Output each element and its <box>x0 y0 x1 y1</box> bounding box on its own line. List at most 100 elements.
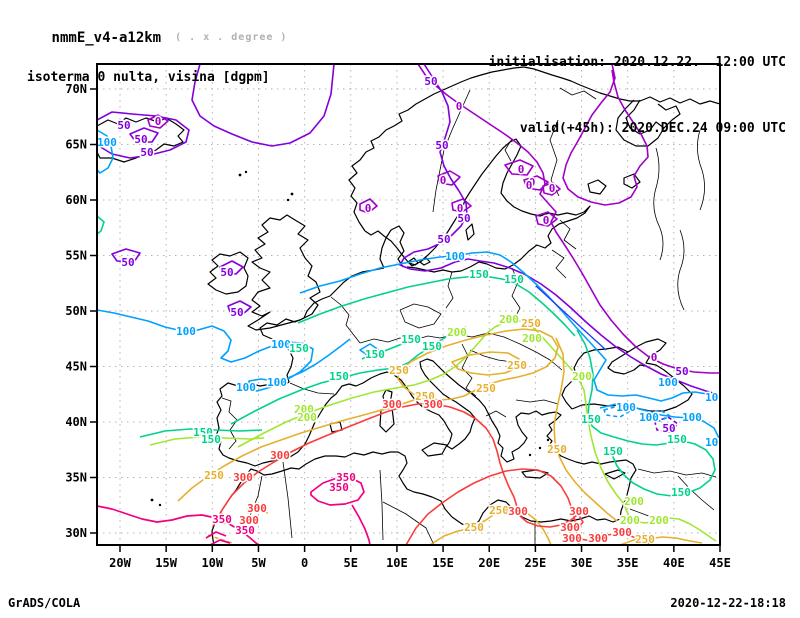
x-tick-label: 20W <box>109 556 131 570</box>
x-tick-label: 25E <box>525 556 547 570</box>
contour-label-350: 350 <box>235 524 255 537</box>
contour-label-150: 150 <box>667 433 687 446</box>
x-tick-label: 45E <box>709 556 731 570</box>
grads-credit: GrADS/COLA <box>8 596 81 610</box>
contour-level-350 <box>97 477 371 545</box>
y-tick-label: 50N <box>65 304 87 318</box>
contour-label-150: 150 <box>289 342 309 355</box>
contour-label-0: 0 <box>543 214 550 227</box>
contour-label-150: 150 <box>581 413 601 426</box>
x-tick-label: 15E <box>432 556 454 570</box>
contour-label-50: 50 <box>230 306 243 319</box>
contour-level-0 <box>147 64 720 374</box>
contour-label-100: 100 <box>176 325 196 338</box>
coast-kanin <box>657 103 681 129</box>
contour-label-0: 0 <box>457 202 464 215</box>
coast-britain <box>247 214 321 331</box>
contour-label-50: 50 <box>662 422 675 435</box>
contour-label-50: 50 <box>437 233 450 246</box>
x-tick-label: 30E <box>571 556 593 570</box>
contour-label-150: 150 <box>469 268 489 281</box>
contour-label-250: 250 <box>489 504 509 517</box>
coast-scandinavia-north <box>348 66 720 232</box>
contour-label-200: 200 <box>624 495 644 508</box>
contour-label-250: 250 <box>507 359 527 372</box>
contour-label-250: 250 <box>464 521 484 534</box>
contour-label-300: 300 <box>382 398 402 411</box>
contour-label-300: 300 <box>612 526 632 539</box>
y-tick-label: 55N <box>65 249 87 263</box>
contour-label-300: 300 <box>423 398 443 411</box>
contour-label-250: 250 <box>635 533 655 546</box>
x-tick-label: 35E <box>617 556 639 570</box>
contour-label-50: 50 <box>220 266 233 279</box>
contour-label-150: 150 <box>193 426 213 439</box>
x-tick-label: 40E <box>663 556 685 570</box>
header-left: nmmE_v4-a12km ( . x . degree ) isoterma 0… <box>13 8 287 123</box>
contour-label-250: 250 <box>521 317 541 330</box>
contour-level-50 <box>97 64 720 433</box>
contour-label-100: 100 <box>97 136 117 149</box>
contour-label-300: 300 <box>569 505 589 518</box>
contour-label-150: 150 <box>329 370 349 383</box>
contour-label-50: 50 <box>140 146 153 159</box>
contour-label-50: 50 <box>675 365 688 378</box>
coast-whitesea <box>615 99 665 147</box>
contour-label-100: 100 <box>271 338 291 351</box>
coastlines <box>97 66 720 545</box>
contour-label-100: 100 <box>616 401 636 414</box>
contour-label-300: 300 <box>560 521 580 534</box>
contour-label-300: 300 <box>247 502 267 515</box>
contour-label-250: 250 <box>415 390 435 403</box>
contour-label-150: 150 <box>422 340 442 353</box>
contour-label-200: 200 <box>649 514 669 527</box>
contour-label-100: 100 <box>705 391 725 404</box>
axis-tick-labels: 20W 15W 10W 5W 0 5E 10E 15E 20E 25E 30E 35E 40E 45E 30… <box>65 82 731 570</box>
contour-label-300: 300 <box>508 505 528 518</box>
contour-label-0: 0 <box>456 100 463 113</box>
contour-label-200: 200 <box>572 370 592 383</box>
contour-label-300: 300 <box>270 449 290 462</box>
coast-ireland <box>207 251 249 295</box>
contour-level-150 <box>97 215 716 497</box>
contour-label-0: 0 <box>651 351 658 364</box>
contour-label-300: 300 <box>233 471 253 484</box>
y-tick-label: 45N <box>65 360 87 374</box>
contour-label-0: 0 <box>549 182 556 195</box>
contour-label-150: 150 <box>671 486 691 499</box>
contour-label-50: 50 <box>117 119 130 132</box>
contour-label-150: 150 <box>603 445 623 458</box>
contour-label-150: 150 <box>401 333 421 346</box>
contour-label-300: 300 <box>562 532 582 545</box>
coast-baltic <box>364 138 591 273</box>
contour-label-50: 50 <box>134 133 147 146</box>
contour-label-200: 200 <box>297 411 317 424</box>
contour-label-150: 150 <box>504 273 524 286</box>
contour-bundle-overlay <box>535 285 607 351</box>
x-tick-label: 15W <box>155 556 177 570</box>
x-tick-label: 0 <box>301 556 308 570</box>
contour-label-300: 300 <box>239 514 259 527</box>
contour-label-350: 350 <box>329 481 349 494</box>
contour-label-150: 150 <box>201 433 221 446</box>
x-tick-label: 10E <box>386 556 408 570</box>
contour-label-100: 100 <box>705 436 725 449</box>
x-tick-label: 10W <box>201 556 223 570</box>
y-tick-label: 65N <box>65 138 87 152</box>
contour-label-0: 0 <box>365 202 372 215</box>
contour-label-200: 200 <box>447 326 467 339</box>
x-tick-label: 5E <box>344 556 358 570</box>
contour-label-100: 100 <box>639 411 659 424</box>
contour-label-150: 150 <box>365 348 385 361</box>
contour-level-300 <box>212 403 655 545</box>
degree-note: ( . x . degree ) <box>175 32 288 43</box>
init-time-label: initialisation: 2020.12.22. 12:00 UTC <box>488 55 786 70</box>
contour-label-100: 100 <box>658 376 678 389</box>
contour-label-100: 100 <box>445 250 465 263</box>
contour-label-300: 300 <box>588 532 608 545</box>
contour-label-100: 100 <box>682 411 702 424</box>
contour-label-50: 50 <box>457 212 470 225</box>
